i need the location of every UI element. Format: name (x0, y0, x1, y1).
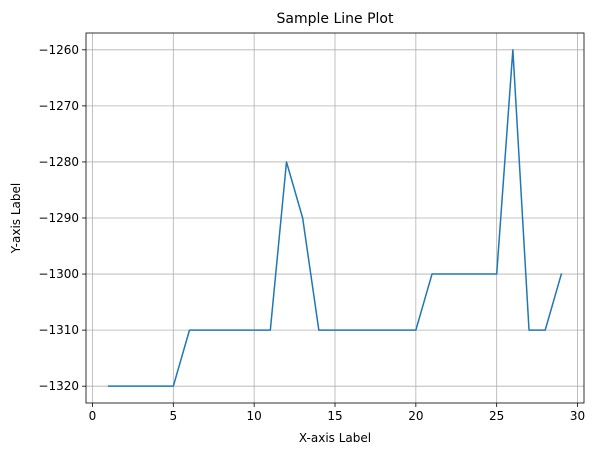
x-tick-label: 20 (408, 409, 423, 423)
y-tick-label: −1320 (38, 379, 79, 393)
x-axis-label: X-axis Label (299, 431, 371, 445)
x-tick-label: 0 (89, 409, 97, 423)
series-line (107, 49, 563, 387)
grid (86, 33, 584, 403)
y-tick-label: −1300 (38, 267, 79, 281)
y-tick-label: −1290 (38, 211, 79, 225)
y-tick-label: −1280 (38, 155, 79, 169)
x-tick-label: 30 (570, 409, 585, 423)
y-axis-label: Y-axis Label (9, 183, 23, 254)
chart-title: Sample Line Plot (277, 11, 394, 27)
x-tick-label: 10 (247, 409, 262, 423)
y-tick-label: −1270 (38, 99, 79, 113)
y-tick-label: −1310 (38, 323, 79, 337)
x-tick-label: 25 (489, 409, 504, 423)
series-layer (107, 49, 563, 387)
y-tick-label: −1260 (38, 43, 79, 57)
x-tick-label: 5 (169, 409, 177, 423)
x-tick-label: 15 (327, 409, 342, 423)
ticks: 0 5 10 15 20 25 30 −1320 −1310 −1300 −1290 −1280 −12… (38, 43, 585, 423)
